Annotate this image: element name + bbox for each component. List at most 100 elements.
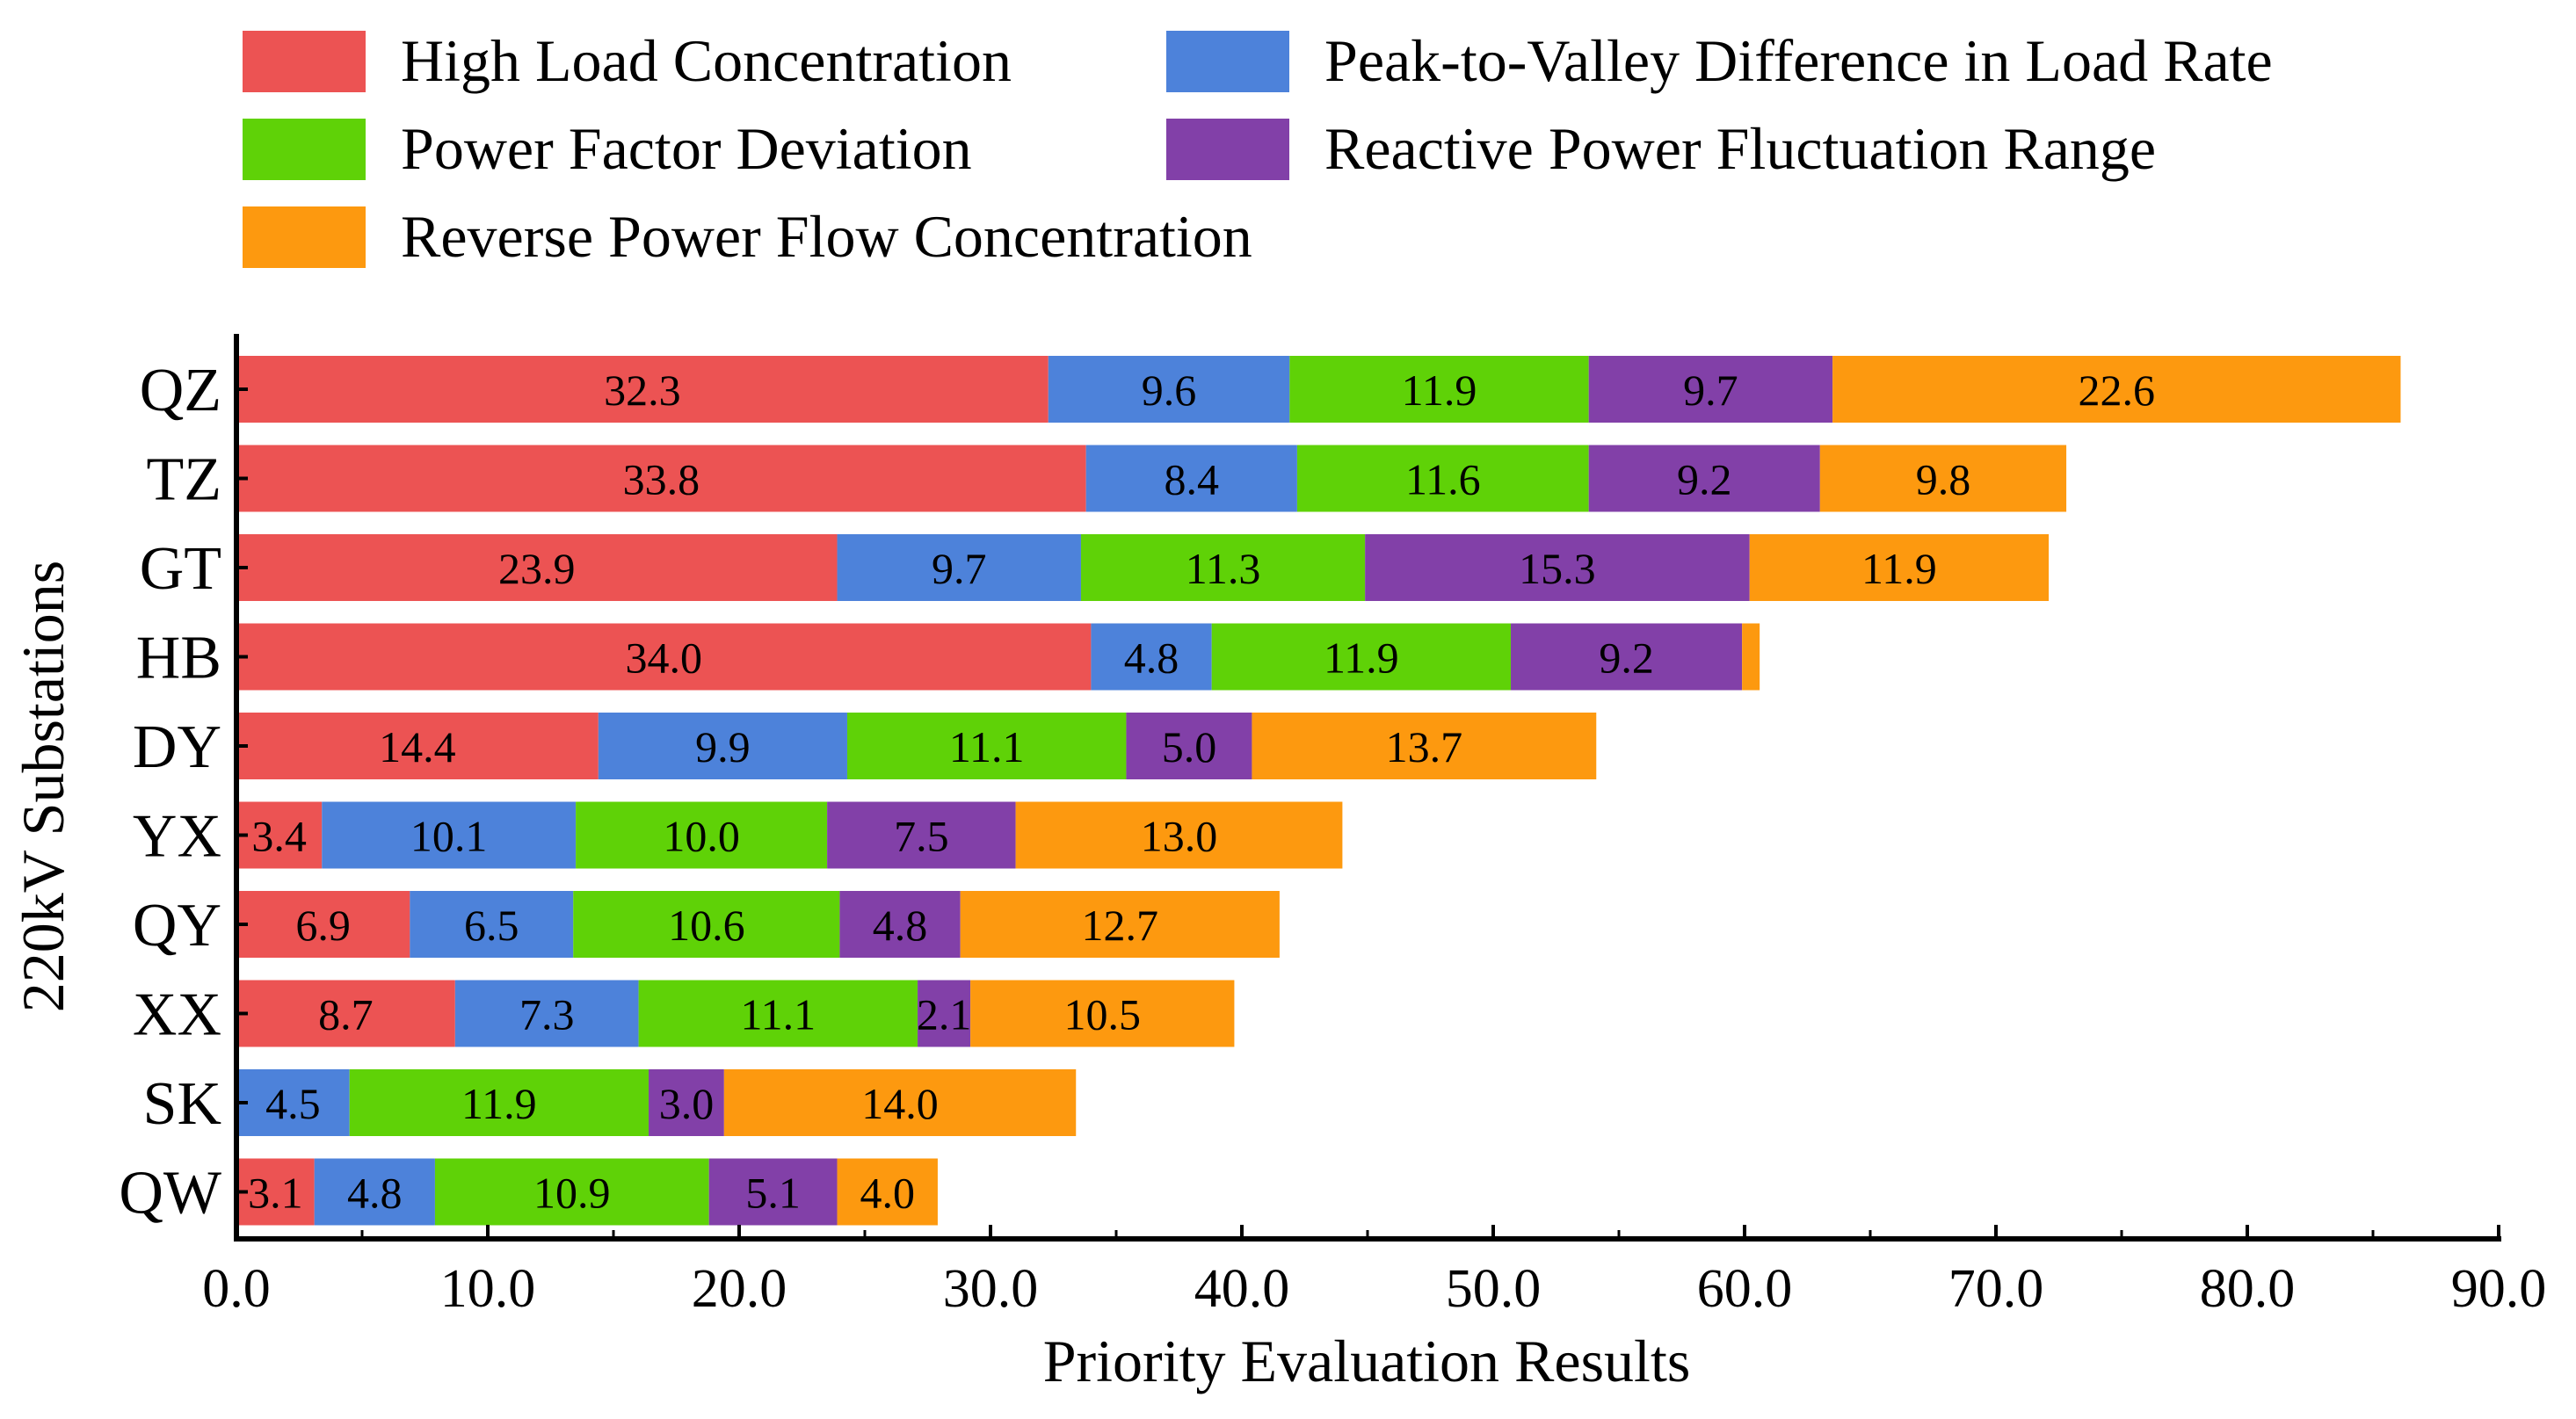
data-label-xx-series-2: 7.3 [519,990,575,1039]
bar-qz-series-4 [1588,356,1833,423]
bar-qy-series-5 [960,891,1280,958]
bar-qw-series-4 [708,1158,838,1226]
bar-qy-series-4 [839,891,961,958]
category-label-qy: QY [133,892,221,959]
bar-dy-series-2 [598,713,847,779]
legend-swatch-4 [1166,119,1289,180]
bar-gt-series-2 [837,534,1081,601]
bar-sk-series-4 [649,1069,724,1136]
data-label-yx-series-4: 7.5 [894,812,949,861]
legend-label-2: Peak-to-Valley Difference in Load Rate [1324,27,2273,94]
bar-tz-series-4 [1588,445,1820,512]
bar-sk-series-2 [236,1069,350,1136]
data-label-qw-series-4: 5.1 [745,1169,801,1218]
data-label-qy-series-3: 10.6 [668,901,745,950]
category-label-xx: XX [133,981,221,1049]
bar-hb-series-1 [236,623,1092,691]
data-label-qz-series-5: 22.6 [2079,366,2156,415]
data-label-qy-series-4: 4.8 [873,901,928,950]
x-axis-title: Priority Evaluation Results [1043,1328,1691,1394]
data-label-qy-series-1: 6.9 [295,901,351,950]
legend: High Load Concentration Peak-to-Valley Di… [243,27,2273,270]
bar-qw-series-3 [434,1158,709,1226]
data-label-hb-series-4: 9.2 [1599,633,1654,683]
data-label-sk-series-3: 11.9 [461,1079,537,1128]
bar-xx-series-3 [638,980,918,1047]
data-label-xx-series-3: 11.1 [741,990,816,1039]
data-label-hb-series-3: 11.9 [1324,633,1399,683]
data-label-dy-series-1: 14.4 [379,722,456,771]
legend-swatch-1 [243,31,366,92]
legend-label-5: Reverse Power Flow Concentration [401,203,1252,270]
bar-yx-series-2 [322,801,577,869]
data-label-sk-series-2: 4.5 [265,1079,321,1128]
bar-hb-series-3 [1211,623,1512,691]
bars: 32.3 9.6 11.9 9.7 22.6 33.8 8.4 11.6 9.2 9.8 23.9 9… [236,356,2401,1226]
bar-sk-series-5 [723,1069,1077,1136]
data-label-gt-series-5: 11.9 [1861,544,1937,593]
data-label-sk-series-5: 14.0 [861,1079,939,1128]
data-label-gt-series-4: 15.3 [1519,544,1596,593]
legend-label-1: High Load Concentration [401,27,1012,94]
y-axis-title: 220kV Substations [10,561,76,1012]
category-label-tz: TZ [146,446,221,514]
data-label-gt-series-3: 11.3 [1186,544,1261,593]
bar-tz-series-1 [236,445,1086,512]
legend-swatch-3 [243,119,366,180]
data-label-dy-series-5: 13.7 [1386,722,1463,771]
bar-yx-series-1 [236,801,323,869]
category-label-yx: YX [133,803,221,871]
data-label-sk-series-4: 3.0 [659,1079,715,1128]
data-label-qz-series-1: 32.3 [604,366,681,415]
x-tick-label: 40.0 [1194,1259,1290,1319]
legend-label-3: Power Factor Deviation [401,115,972,182]
bar-xx-series-2 [454,980,639,1047]
bar-yx-series-5 [1015,801,1343,869]
data-label-qw-series-3: 10.9 [533,1169,611,1218]
category-label-gt: GT [140,535,221,603]
bar-yx-series-4 [827,801,1016,869]
data-label-yx-series-5: 13.0 [1141,812,1218,861]
category-label-qz: QZ [140,357,221,424]
data-label-yx-series-3: 10.0 [663,812,740,861]
x-tick-label: 30.0 [943,1259,1039,1319]
bar-dy-series-5 [1252,713,1597,779]
bar-qw-series-2 [314,1158,435,1226]
data-label-qw-series-1: 3.1 [248,1169,303,1218]
data-label-tz-series-2: 8.4 [1165,455,1220,504]
x-ticks: 0.0 10.0 20.0 30.0 40.0 50.0 60.0 70.0 80.0 90.0 [202,1225,2546,1319]
data-label-gt-series-1: 23.9 [498,544,576,593]
category-label-qw: QW [119,1160,221,1227]
bar-qz-series-5 [1832,356,2401,423]
data-label-qz-series-4: 9.7 [1683,366,1738,415]
bar-gt-series-4 [1365,534,1750,601]
bar-dy-series-3 [846,713,1127,779]
x-tick-label: 60.0 [1697,1259,1793,1319]
data-label-yx-series-2: 10.1 [410,812,488,861]
bar-xx-series-5 [970,980,1235,1047]
data-label-qz-series-3: 11.9 [1402,366,1477,415]
bar-qz-series-2 [1048,356,1290,423]
legend-swatch-2 [1166,31,1289,92]
legend-label-4: Reactive Power Fluctuation Range [1324,115,2156,182]
bar-tz-series-5 [1819,445,2067,512]
data-label-qw-series-5: 4.0 [860,1169,915,1218]
bar-hb-series-5 [1742,623,1760,691]
bar-qy-series-3 [573,891,840,958]
category-label-hb: HB [136,625,221,692]
y-category-labels: QZ TZ GT HB DY YX QY XX SK QW [119,357,248,1227]
bar-xx-series-4 [918,980,971,1047]
data-label-xx-series-5: 10.5 [1064,990,1142,1039]
data-label-tz-series-3: 11.6 [1405,455,1481,504]
x-tick-label: 20.0 [692,1259,787,1319]
x-tick-label: 80.0 [2200,1259,2296,1319]
category-label-sk: SK [143,1070,221,1138]
bar-hb-series-2 [1091,623,1212,691]
bar-sk-series-3 [349,1069,649,1136]
legend-swatch-5 [243,206,366,268]
data-label-hb-series-2: 4.8 [1124,633,1179,683]
category-label-dy: DY [133,713,221,781]
bar-qy-series-1 [236,891,410,958]
bar-dy-series-4 [1126,713,1252,779]
